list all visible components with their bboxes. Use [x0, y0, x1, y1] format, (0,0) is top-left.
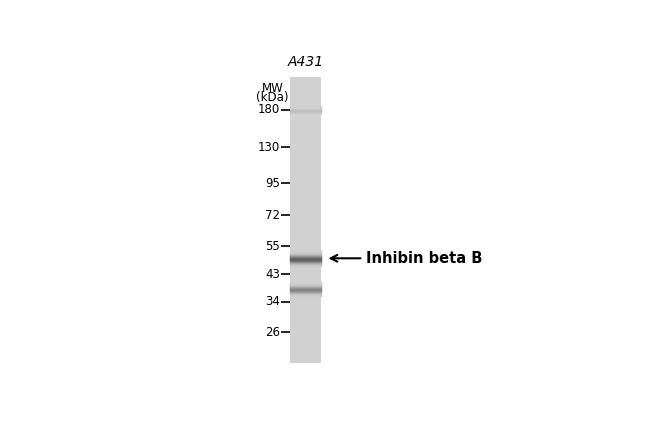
- Text: 55: 55: [265, 240, 280, 253]
- Text: 180: 180: [258, 103, 280, 116]
- Text: MW: MW: [262, 82, 283, 95]
- Text: A431: A431: [287, 55, 324, 69]
- Bar: [291, 77, 320, 362]
- Text: Inhibin beta B: Inhibin beta B: [366, 251, 482, 266]
- Text: 26: 26: [265, 326, 280, 339]
- Text: 43: 43: [265, 268, 280, 281]
- Text: 72: 72: [265, 209, 280, 222]
- Text: 130: 130: [258, 141, 280, 154]
- Text: 34: 34: [265, 295, 280, 308]
- Text: (kDa): (kDa): [256, 91, 289, 104]
- Text: 95: 95: [265, 177, 280, 190]
